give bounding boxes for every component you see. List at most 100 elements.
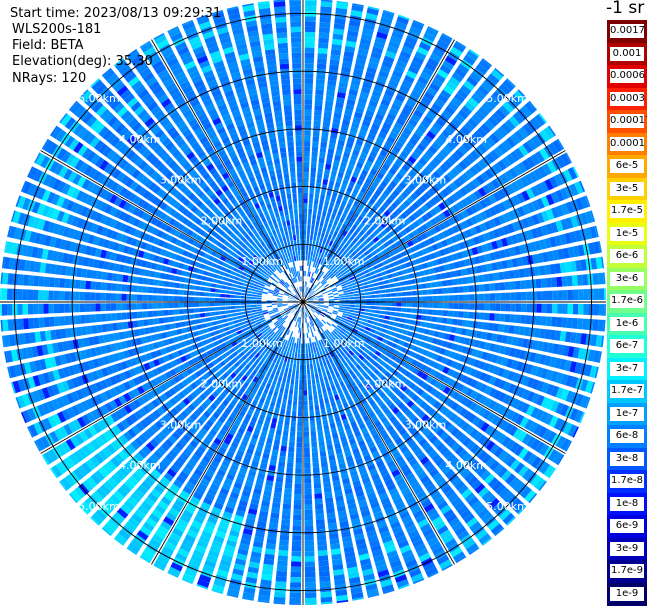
range-gate <box>361 333 368 338</box>
range-gate <box>348 399 355 407</box>
range-gate <box>196 354 204 361</box>
range-gate <box>393 338 400 344</box>
range-gate <box>120 361 128 370</box>
range-gate <box>426 282 432 289</box>
range-gate <box>410 113 421 123</box>
range-gate <box>95 314 102 323</box>
range-gate <box>344 551 356 559</box>
range-gate <box>350 205 357 212</box>
range-gate <box>257 332 263 338</box>
range-gate <box>371 506 382 514</box>
range-gate <box>46 400 56 413</box>
range-gate <box>366 7 379 16</box>
range-gate <box>453 416 462 426</box>
range-gate <box>28 318 35 329</box>
range-gate <box>354 485 363 493</box>
range-gate <box>466 542 479 554</box>
range-gate <box>585 380 594 394</box>
range-gate <box>367 423 375 432</box>
range-gate <box>217 338 224 344</box>
range-gate <box>286 329 291 336</box>
range-gate <box>319 398 324 405</box>
range-gate <box>270 401 276 408</box>
range-gate <box>122 321 129 330</box>
range-gate <box>289 384 294 390</box>
range-gate <box>383 407 391 415</box>
range-gate <box>271 300 278 302</box>
range-gate <box>126 303 132 310</box>
range-gate <box>497 143 508 154</box>
range-gate <box>427 289 433 295</box>
range-gate <box>530 117 542 130</box>
range-gate <box>327 374 333 381</box>
range-gate <box>399 318 406 323</box>
range-gate <box>183 361 191 369</box>
range-gate <box>437 295 444 302</box>
range-gate <box>233 407 240 414</box>
range-gate <box>385 311 391 316</box>
range-gate <box>380 310 386 315</box>
range-gate <box>602 272 606 285</box>
range-gate <box>481 58 492 67</box>
range-gate <box>318 372 323 379</box>
range-gate <box>372 383 379 391</box>
range-gate <box>347 376 354 383</box>
range-gate <box>493 377 502 388</box>
range-gate <box>436 152 446 162</box>
range-gate <box>197 482 208 492</box>
range-gate <box>24 362 32 374</box>
range-gate <box>213 455 222 464</box>
range-gate <box>232 568 244 576</box>
range-gate <box>316 425 323 431</box>
range-gate <box>223 437 232 445</box>
range-gate <box>173 394 182 403</box>
range-gate <box>377 442 386 450</box>
range-gate <box>395 140 404 149</box>
range-gate <box>446 399 455 408</box>
range-gate <box>289 319 293 325</box>
range-gate <box>372 354 379 361</box>
range-gate <box>352 149 360 157</box>
range-gate <box>310 368 314 375</box>
range-gate <box>312 285 317 291</box>
range-gate <box>251 546 263 554</box>
range-gate <box>168 378 177 386</box>
range-gate <box>384 233 391 241</box>
range-gate <box>344 423 351 431</box>
range-gate <box>465 425 475 435</box>
range-gate <box>248 373 255 381</box>
range-gate <box>253 316 260 321</box>
range-gate <box>293 304 299 307</box>
range-gate <box>295 457 302 463</box>
range-gate <box>363 402 371 410</box>
range-gate <box>265 326 271 332</box>
range-gate <box>376 136 385 145</box>
range-gate <box>304 52 315 59</box>
range-gate <box>288 368 292 374</box>
range-gate <box>320 271 325 277</box>
range-gate <box>298 405 303 412</box>
range-gate <box>303 431 310 437</box>
range-gate <box>430 323 437 330</box>
range-gate <box>314 373 319 379</box>
range-gate <box>307 287 310 293</box>
range-gate <box>318 298 324 301</box>
range-gate <box>468 238 476 247</box>
range-gate <box>451 225 460 234</box>
range-gate <box>522 123 533 136</box>
range-gate <box>232 319 239 324</box>
range-gate <box>237 371 244 379</box>
range-gate <box>254 365 261 372</box>
range-gate <box>458 484 469 495</box>
range-gate <box>86 442 96 454</box>
range-gate <box>388 167 397 176</box>
range-gate <box>222 511 233 519</box>
range-gate <box>336 91 346 99</box>
range-gate <box>124 370 132 379</box>
range-gate <box>361 266 368 271</box>
range-gate <box>308 250 311 256</box>
range-gate <box>401 177 410 186</box>
range-gate <box>362 81 373 90</box>
range-gate <box>376 108 387 117</box>
range-gate <box>329 459 337 466</box>
